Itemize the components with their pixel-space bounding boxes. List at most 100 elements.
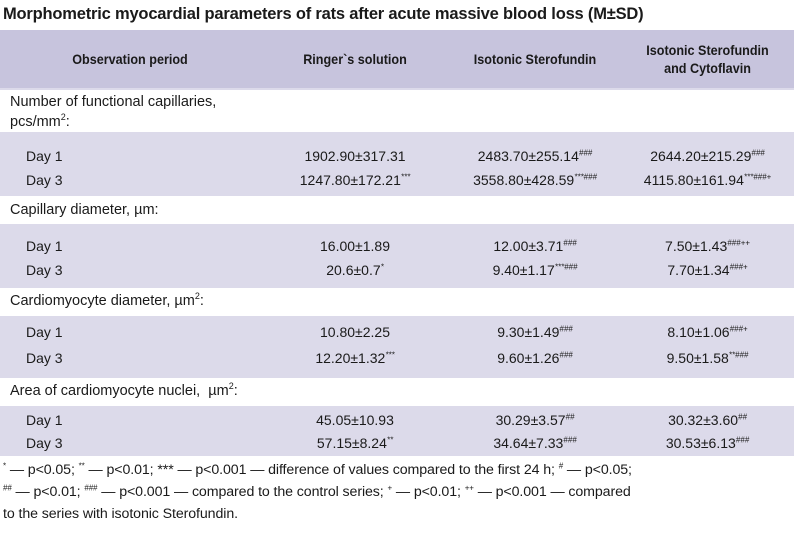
- cell-cytoflavin: 9.50±1.58**###: [625, 348, 790, 368]
- cell-value: 57.15±8.24: [316, 435, 387, 451]
- row-day: Day 3: [26, 262, 63, 278]
- cell-value: 20.6±0.7: [326, 262, 381, 278]
- cell-value: 8.10±1.06: [667, 324, 730, 340]
- cell-value: 7.70±1.34: [667, 262, 730, 278]
- group-label-capillaries: Number of functional capillaries, pcs/mm…: [10, 92, 216, 132]
- header-line1: Isotonic Sterofundin: [646, 42, 769, 58]
- cell-cytoflavin: 8.10±1.06###+: [625, 322, 790, 342]
- row-day: Day 1: [26, 324, 63, 340]
- group-label-line: Area of cardiomyocyte nuclei, µm2:: [10, 381, 238, 401]
- footnote-line: ## — p<0.01; ### — p<0.001 — compared to…: [3, 481, 793, 503]
- cell-sup: ###: [559, 324, 573, 334]
- row-day: Day 1: [26, 412, 63, 428]
- header-isotonic-sterofundin: Isotonic Sterofundin: [473, 51, 597, 67]
- header-ringer: Ringer`s solution: [303, 51, 407, 67]
- cell-isotonic: 9.60±1.26###: [445, 348, 625, 368]
- cell-value: 30.53±6.13: [665, 435, 736, 451]
- cell-isotonic: 9.40±1.17***###: [445, 260, 625, 280]
- footnote-line: to the series with isotonic Sterofundin.: [3, 506, 238, 522]
- cell-sup: ###: [563, 238, 577, 248]
- cell-cytoflavin: 30.32±3.60##: [625, 410, 790, 430]
- cell-sup: ###: [751, 148, 765, 158]
- footnote-sup: +: [387, 483, 393, 493]
- row-day: Day 1: [26, 238, 63, 254]
- cell-value: 34.64±7.33: [493, 435, 564, 451]
- cell-value: 1247.80±172.21: [299, 172, 401, 188]
- cell-cytoflavin: 7.70±1.34###+: [625, 260, 790, 280]
- row-day: Day 3: [26, 350, 63, 366]
- cell-value: 9.30±1.49: [497, 324, 560, 340]
- footnote-text: — p<0.01;: [11, 484, 85, 500]
- footnote-sup: #: [558, 461, 564, 471]
- cell-value: 45.05±10.93: [316, 412, 394, 428]
- table-title: Morphometric myocardial parameters of ra…: [3, 5, 644, 23]
- header-sterofundin-cytoflavin: Isotonic Sterofundin and Cytoflavin: [633, 30, 782, 88]
- cell-ringer: 45.05±10.93: [270, 410, 440, 430]
- cell-value: 1902.90±317.31: [304, 148, 406, 164]
- footnote-sup: **: [78, 461, 85, 471]
- footnote-text: — p<0.01; *** — p<0.001 — difference of …: [84, 462, 559, 478]
- cell-value: 9.50±1.58: [666, 350, 729, 366]
- footnote-sup: ++: [464, 483, 474, 493]
- cell-value: 9.60±1.26: [497, 350, 560, 366]
- cell-value: 2483.70±255.14: [477, 148, 579, 164]
- group-label-line: Capillary diameter, µm:: [10, 202, 159, 218]
- group-band: [0, 90, 794, 132]
- cell-sup: ###+: [729, 324, 748, 334]
- group-label-text: pcs/mm: [10, 114, 61, 130]
- cell-ringer: 57.15±8.24**: [270, 433, 440, 453]
- footnote-sup: *: [3, 461, 7, 471]
- data-table: Observation period Ringer`s solution Iso…: [0, 30, 794, 456]
- cell-sup: **: [386, 435, 394, 445]
- cell-sup: ###++: [727, 238, 750, 248]
- cell-cytoflavin: 2644.20±215.29###: [625, 146, 790, 166]
- cell-sup: ###: [563, 435, 577, 445]
- cell-ringer: 1247.80±172.21***: [270, 170, 440, 190]
- cell-sup: ***###: [554, 262, 578, 272]
- cell-sup: ***: [400, 172, 411, 182]
- row-day: Day 3: [26, 172, 63, 188]
- footnote-line: * — p<0.05; ** — p<0.01; *** — p<0.001 —…: [3, 459, 793, 481]
- cell-value: 16.00±1.89: [320, 238, 390, 254]
- cell-isotonic: 3558.80±428.59***###: [445, 170, 625, 190]
- cell-ringer: 20.6±0.7*: [270, 260, 440, 280]
- group-label-tail: :: [233, 383, 238, 399]
- cell-value: 4115.80±161.94: [643, 172, 744, 188]
- cell-sup: ***###: [574, 172, 597, 182]
- group-label-nuclei-area: Area of cardiomyocyte nuclei, µm2:: [10, 381, 238, 401]
- cell-isotonic: 12.00±3.71###: [445, 236, 625, 256]
- cell-value: 3558.80±428.59: [473, 172, 575, 188]
- cell-value: 9.40±1.17: [492, 262, 555, 278]
- cell-sup: ###: [735, 435, 750, 445]
- footnote-text: — p<0.001 — compared: [473, 484, 631, 500]
- cell-isotonic: 2483.70±255.14###: [445, 146, 625, 166]
- footnote-sup: ###: [84, 483, 98, 493]
- group-label-line: Cardiomyocyte diameter, µm2:: [10, 291, 204, 311]
- group-label-text: Cardiomyocyte diameter, µm: [10, 293, 195, 309]
- cell-ringer: 1902.90±317.31: [270, 146, 440, 166]
- footnote-text: — p<0.05;: [563, 462, 632, 478]
- cell-sup: ###: [578, 148, 593, 158]
- group-label-sup: 2: [228, 381, 234, 392]
- cell-sup: **###: [728, 350, 749, 360]
- cell-cytoflavin: 4115.80±161.94***###+: [625, 170, 790, 190]
- cell-sup: ###+: [729, 262, 748, 272]
- cell-value: 10.80±2.25: [320, 324, 390, 340]
- cell-value: 2644.20±215.29: [650, 148, 752, 164]
- group-label-text: Area of cardiomyocyte nuclei, µm: [10, 383, 229, 399]
- cell-sup: ##: [565, 412, 575, 422]
- cell-ringer: 12.20±1.32***: [270, 348, 440, 368]
- group-label-line: pcs/mm2:: [10, 112, 216, 132]
- row-day: Day 3: [26, 435, 63, 451]
- header-observation-period: Observation period: [72, 51, 188, 67]
- table-footnote: * — p<0.05; ** — p<0.01; *** — p<0.001 —…: [3, 459, 793, 525]
- footnote-text: — p<0.05;: [6, 462, 79, 478]
- cell-value: 30.29±3.57: [495, 412, 566, 428]
- cell-sup: ###: [559, 350, 573, 360]
- cell-isotonic: 9.30±1.49###: [445, 322, 625, 342]
- cell-sup: ##: [738, 412, 747, 422]
- footnote-text: — p<0.001 — compared to the control seri…: [97, 484, 388, 500]
- cell-sup: ***: [385, 350, 395, 360]
- cell-ringer: 16.00±1.89: [270, 236, 440, 256]
- footnote-sup: ##: [3, 483, 12, 493]
